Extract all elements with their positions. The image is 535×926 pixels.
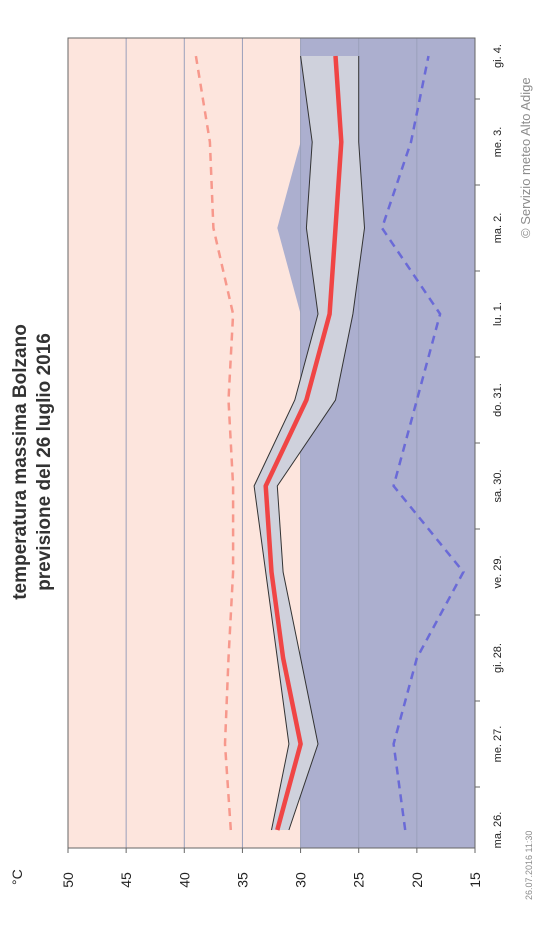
copyright-text: © Servizio meteo Alto Adige [518, 77, 533, 238]
main-forecast-line [263, 55, 344, 831]
temperature-tick-label: 50 [60, 872, 76, 888]
date-tick-label: ve. 29. [492, 555, 504, 588]
date-tick-label: me. 27. [492, 726, 504, 763]
title-line-2: previsione del 26 luglio 2016 [34, 333, 55, 591]
plot-area [67, 37, 476, 849]
temperature-tick-label: 25 [351, 872, 367, 888]
temperature-tick-label: 40 [176, 872, 192, 888]
title-line-1: temperatura massima Bolzano [10, 324, 31, 600]
band-upper-edge [253, 55, 319, 831]
timestamp-text: 26.07.2016 11:30 [524, 831, 534, 900]
band-lower-edge [276, 56, 366, 831]
date-tick-label: sa. 30. [492, 469, 504, 502]
date-tick-label: lu. 1. [492, 302, 504, 326]
lower-dashed-line [380, 55, 465, 831]
date-tick-label: gi. 4. [492, 44, 504, 68]
temperature-tick-label: 15 [467, 872, 483, 888]
unit-label: °C [9, 869, 25, 885]
date-tick-label: ma. 2. [492, 213, 504, 244]
temperature-tick-label: 35 [234, 872, 250, 888]
upper-dashed-line [194, 55, 235, 831]
date-tick-label: ma. 26. [492, 812, 504, 849]
temperature-tick-label: 45 [118, 872, 134, 888]
date-tick-label: gi. 28. [492, 643, 504, 673]
temperature-tick-label: 30 [293, 872, 309, 888]
date-tick-label: me. 3. [492, 127, 504, 158]
temperature-tick-label: 20 [409, 872, 425, 888]
date-tick-label: do. 31. [492, 383, 504, 417]
axes: °C 15 20 25 30 35 40 45 50 ma. 26. me. 27. gi. 28.… [9, 38, 504, 888]
chart-title: temperatura massima Bolzano previsione d… [10, 324, 55, 600]
